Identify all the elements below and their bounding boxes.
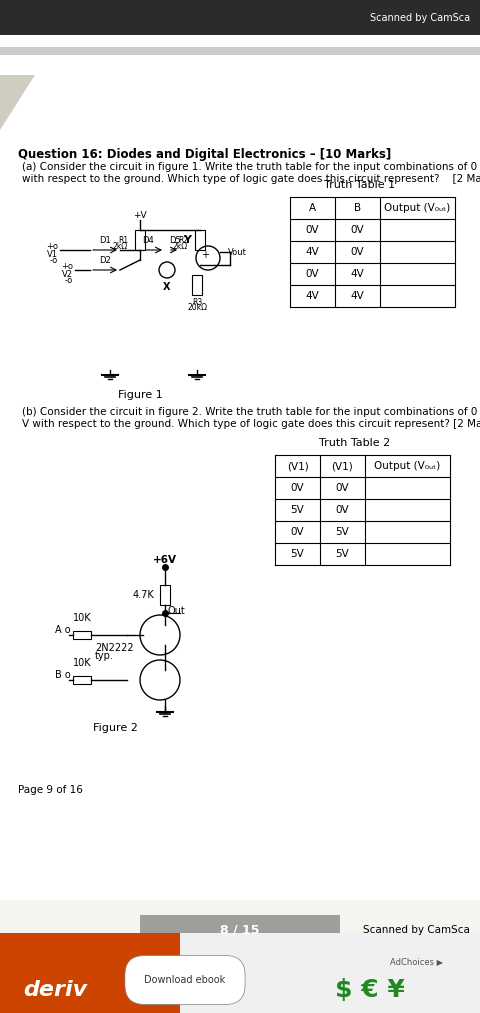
- Text: 4V: 4V: [350, 269, 364, 279]
- Text: V1: V1: [47, 249, 58, 258]
- Bar: [0, 933, 180, 1013]
- Text: R1: R1: [118, 235, 128, 244]
- Text: +V: +V: [133, 211, 147, 220]
- Bar: [140, 915, 340, 945]
- Text: 2kΩ: 2kΩ: [113, 241, 128, 250]
- Text: 5V: 5V: [336, 527, 349, 537]
- Text: $ € ¥: $ € ¥: [335, 978, 405, 1002]
- Text: Scanned by CamSca: Scanned by CamSca: [370, 13, 470, 23]
- Text: (b) Consider the circuit in figure 2. Write the truth table for the input combin: (b) Consider the circuit in figure 2. Wr…: [22, 407, 480, 417]
- Text: Output (V₀ᵤₜ): Output (V₀ᵤₜ): [384, 203, 451, 213]
- Text: Truth Table 2: Truth Table 2: [319, 438, 391, 448]
- Bar: [0, 933, 480, 1013]
- Text: AdChoices ▶: AdChoices ▶: [390, 957, 443, 966]
- Text: Page 9 of 16: Page 9 of 16: [18, 785, 83, 795]
- Text: D5: D5: [169, 236, 181, 245]
- Text: 5V: 5V: [336, 549, 349, 559]
- Text: 5V: 5V: [290, 505, 304, 515]
- Text: A: A: [309, 203, 316, 213]
- Text: 0V: 0V: [351, 247, 364, 257]
- Text: -o: -o: [65, 276, 73, 285]
- Text: D1: D1: [99, 236, 111, 245]
- Text: -o: -o: [50, 255, 58, 264]
- Text: V with respect to the ground. Which type of logic gate does this circuit represe: V with respect to the ground. Which type…: [22, 419, 480, 428]
- Text: with respect to the ground. Which type of logic gate does this circuit represent: with respect to the ground. Which type o…: [22, 174, 480, 184]
- Text: Out: Out: [168, 606, 186, 616]
- Text: R3: R3: [192, 298, 202, 307]
- Text: 5V: 5V: [290, 549, 304, 559]
- Text: Download ebook: Download ebook: [144, 975, 226, 985]
- Text: 2N2222: 2N2222: [95, 643, 133, 653]
- Text: typ.: typ.: [95, 651, 114, 661]
- Text: (V1): (V1): [332, 461, 353, 471]
- Text: 0V: 0V: [336, 505, 349, 515]
- Text: (a) Consider the circuit in figure 1. Write the truth table for the input combin: (a) Consider the circuit in figure 1. Wr…: [22, 162, 480, 172]
- Text: X: X: [163, 282, 171, 292]
- Text: 0V: 0V: [336, 483, 349, 493]
- Text: B o: B o: [55, 670, 71, 680]
- Text: 0V: 0V: [291, 483, 304, 493]
- Bar: [73, 631, 91, 639]
- Text: (V1): (V1): [287, 461, 308, 471]
- Text: 2kΩ: 2kΩ: [173, 241, 188, 250]
- Text: 0V: 0V: [306, 269, 319, 279]
- Text: 4V: 4V: [350, 291, 364, 301]
- Bar: [195, 230, 205, 250]
- Bar: [0, 47, 480, 55]
- Text: 8 / 15: 8 / 15: [220, 924, 260, 936]
- Polygon shape: [0, 75, 35, 130]
- Text: deriv: deriv: [23, 980, 87, 1000]
- Text: Question 16: Diodes and Digital Electronics – [10 Marks]: Question 16: Diodes and Digital Electron…: [18, 148, 391, 161]
- Bar: [0, 35, 480, 900]
- Text: 0V: 0V: [306, 225, 319, 235]
- Text: R2: R2: [178, 235, 188, 244]
- Text: +6V: +6V: [153, 555, 177, 565]
- Text: 20kΩ: 20kΩ: [187, 303, 207, 312]
- Text: 10K: 10K: [72, 613, 91, 623]
- Text: Truth Table 1: Truth Table 1: [324, 180, 396, 190]
- Text: 0V: 0V: [291, 527, 304, 537]
- Text: 4.7K: 4.7K: [132, 590, 154, 600]
- Text: 4V: 4V: [306, 291, 319, 301]
- Bar: [0, 0, 480, 35]
- Bar: [192, 275, 202, 295]
- Bar: [135, 230, 145, 250]
- Bar: [160, 585, 170, 605]
- Text: +o: +o: [61, 261, 73, 270]
- Text: D4: D4: [142, 236, 154, 245]
- Text: +: +: [201, 250, 209, 260]
- Text: Vout: Vout: [228, 247, 247, 256]
- Text: 10K: 10K: [72, 658, 91, 668]
- Text: Scanned by CamSca: Scanned by CamSca: [363, 925, 470, 935]
- Text: V2: V2: [62, 269, 73, 279]
- Bar: [73, 676, 91, 684]
- Text: +o: +o: [46, 241, 58, 250]
- Text: 0V: 0V: [351, 225, 364, 235]
- Text: Output (V₀ᵤₜ): Output (V₀ᵤₜ): [374, 461, 441, 471]
- Text: B: B: [354, 203, 361, 213]
- Text: A o: A o: [55, 625, 71, 635]
- Text: Y: Y: [183, 235, 191, 245]
- Text: 4V: 4V: [306, 247, 319, 257]
- Text: D2: D2: [99, 256, 111, 265]
- Text: Figure 1: Figure 1: [118, 390, 162, 400]
- Text: Figure 2: Figure 2: [93, 723, 137, 733]
